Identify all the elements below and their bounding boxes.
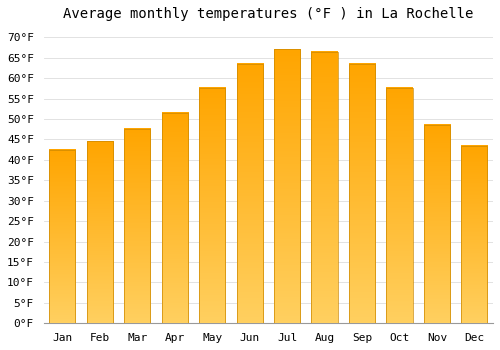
Bar [236,64,262,323]
Bar [312,51,338,323]
Bar [274,49,300,323]
Bar [162,113,188,323]
Bar [349,64,375,323]
Bar [424,125,450,323]
Bar [86,141,113,323]
Title: Average monthly temperatures (°F ) in La Rochelle: Average monthly temperatures (°F ) in La… [63,7,474,21]
Bar [124,129,150,323]
Bar [199,88,226,323]
Bar [386,88,412,323]
Bar [50,150,76,323]
Bar [461,146,487,323]
